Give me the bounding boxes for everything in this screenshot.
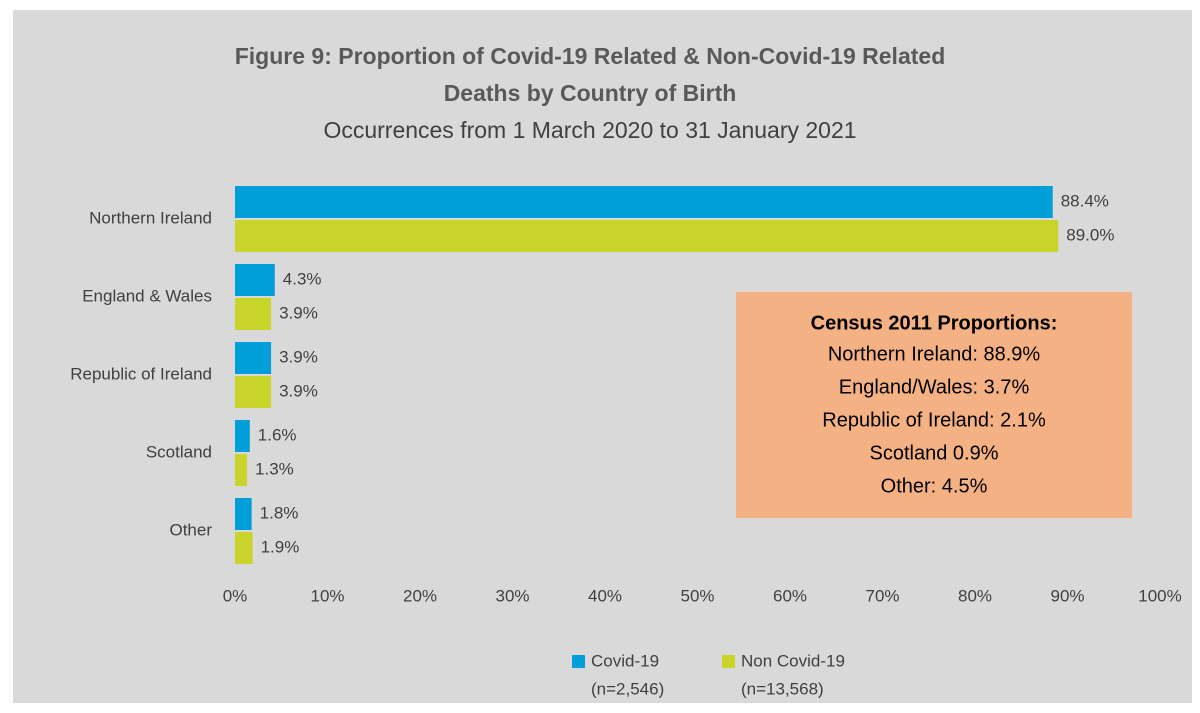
value-label: 3.9% [279, 347, 318, 366]
legend-note: (n=2,546) [591, 679, 664, 698]
value-label: 4.3% [283, 269, 322, 288]
bar [235, 220, 1059, 252]
bar [235, 264, 275, 296]
x-tick-label: 10% [310, 586, 344, 605]
value-label: 89.0% [1066, 225, 1114, 244]
annotation-box [736, 292, 1132, 518]
x-tick-label: 70% [865, 586, 899, 605]
x-tick-label: 0% [223, 586, 248, 605]
legend-label: Non Covid-19 [741, 651, 845, 670]
bar [235, 186, 1053, 218]
value-label: 88.4% [1061, 191, 1109, 210]
x-tick-label: 100% [1138, 586, 1181, 605]
chart-title: Deaths by Country of Birth [444, 80, 737, 106]
x-tick-label: 30% [495, 586, 529, 605]
bar [235, 454, 248, 486]
chart-title: Figure 9: Proportion of Covid-19 Related… [235, 43, 946, 69]
chart-subtitle: Occurrences from 1 March 2020 to 31 Janu… [323, 117, 856, 143]
annotation-line: England/Wales: 3.7% [839, 376, 1030, 398]
y-tick-label: Scotland [146, 442, 212, 461]
value-label: 1.8% [260, 503, 299, 522]
annotation-line: Republic of Ireland: 2.1% [822, 409, 1046, 431]
annotation-line: Scotland 0.9% [870, 442, 999, 464]
x-tick-label: 40% [588, 586, 622, 605]
value-label: 3.9% [279, 303, 318, 322]
value-label: 1.3% [255, 459, 294, 478]
annotation-title: Census 2011 Proportions: [811, 312, 1058, 334]
x-tick-label: 20% [403, 586, 437, 605]
y-tick-label: Republic of Ireland [70, 364, 212, 383]
bar [235, 532, 253, 564]
legend-label: Covid-19 [591, 651, 659, 670]
annotation-line: Other: 4.5% [881, 475, 988, 497]
bar [235, 298, 272, 330]
legend-swatch [722, 655, 735, 668]
legend-note: (n=13,568) [741, 679, 824, 698]
value-label: 1.6% [258, 425, 297, 444]
bar [235, 342, 272, 374]
y-tick-label: Other [169, 520, 212, 539]
value-label: 3.9% [279, 381, 318, 400]
bar [235, 376, 272, 408]
x-tick-label: 60% [773, 586, 807, 605]
x-tick-label: 80% [958, 586, 992, 605]
bar [235, 420, 250, 452]
x-tick-label: 90% [1050, 586, 1084, 605]
legend-swatch [572, 655, 585, 668]
annotation-line: Northern Ireland: 88.9% [828, 343, 1041, 365]
bar [235, 498, 252, 530]
y-tick-label: Northern Ireland [89, 208, 212, 227]
y-tick-label: England & Wales [82, 286, 212, 305]
x-tick-label: 50% [680, 586, 714, 605]
value-label: 1.9% [261, 537, 300, 556]
